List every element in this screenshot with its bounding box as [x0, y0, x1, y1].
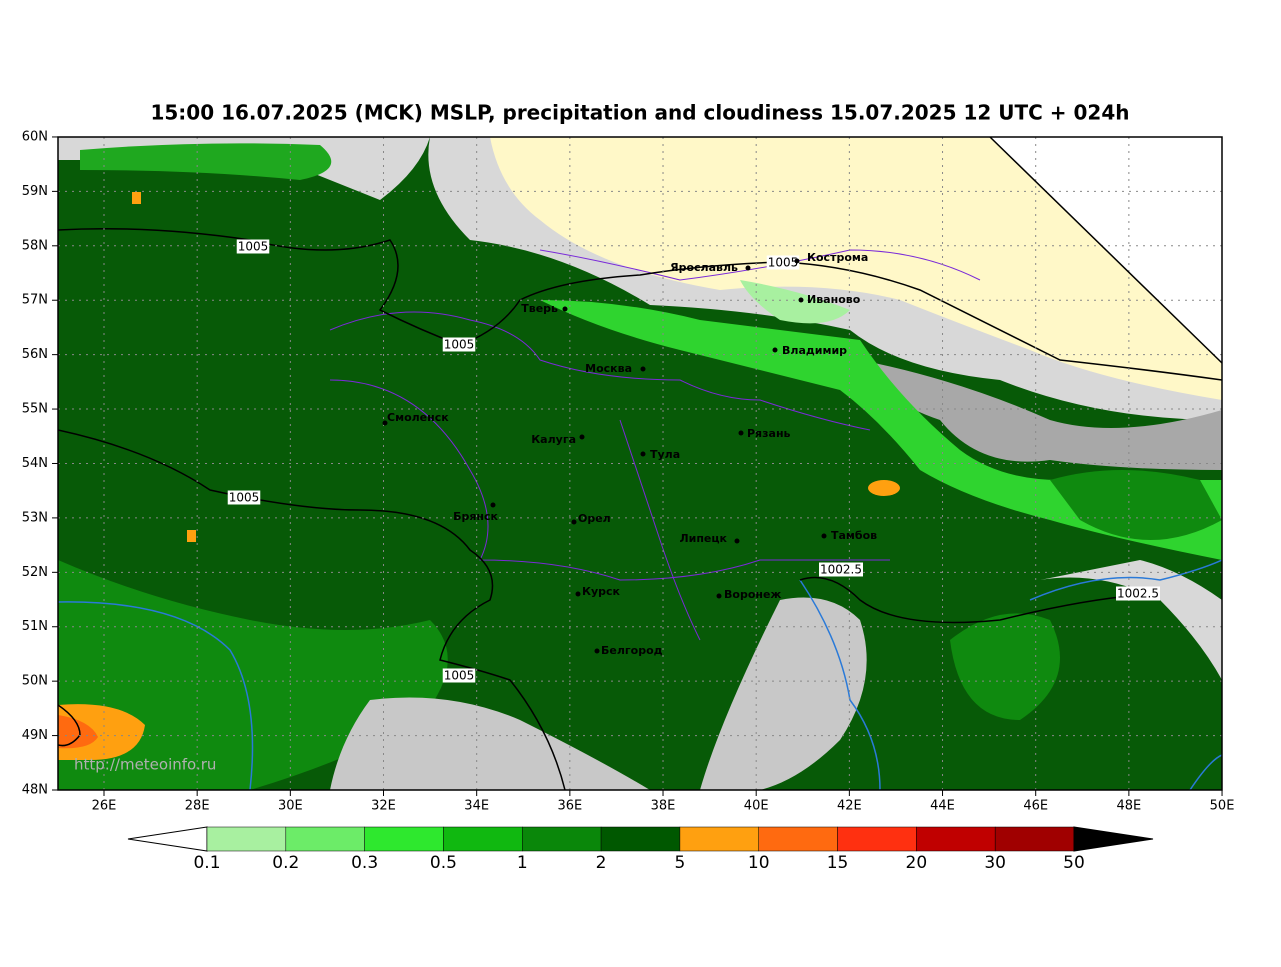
city-label: Москва: [585, 362, 632, 375]
lon-label: 42E: [837, 799, 862, 814]
isobar-label: 1005: [444, 669, 475, 683]
city-label: Владимир: [782, 344, 847, 357]
colorbar-swatch: [838, 827, 917, 851]
watermark: http://meteoinfo.ru: [74, 756, 216, 774]
lon-label: 38E: [651, 799, 676, 814]
city-label: Калуга: [531, 433, 576, 446]
lon-label: 44E: [930, 799, 955, 814]
cloud-label: 100: [1266, 223, 1281, 254]
city-dot: [795, 259, 800, 264]
city-dot: [799, 298, 804, 303]
colorbar-swatch: [365, 827, 444, 851]
colorbar-swatch: [207, 827, 286, 851]
lon-label: 36E: [557, 799, 582, 814]
colorbar-label: 0.1: [193, 853, 220, 873]
colorbar-label: 1: [517, 853, 528, 873]
lat-label: 48N: [22, 783, 48, 798]
city-dot: [822, 534, 827, 539]
city-dot: [572, 520, 577, 525]
colorbar-label: 0.3: [351, 853, 378, 873]
city-label: Орел: [578, 512, 611, 525]
city-label: Липецк: [679, 532, 727, 545]
isobar-label: 1005: [229, 491, 260, 505]
city-label: Ярославль: [670, 261, 738, 274]
city-label: Кострома: [807, 251, 868, 264]
colorbar-label: 50: [1063, 853, 1085, 873]
cloud-swatch: [1233, 157, 1279, 228]
city-dot: [580, 435, 585, 440]
city-label: Рязань: [747, 427, 791, 440]
city-label: Тамбов: [831, 529, 877, 542]
lat-label: 49N: [22, 728, 48, 743]
colorbar-swatch: [522, 827, 601, 851]
lat-label: 57N: [22, 293, 48, 308]
colorbar-label: 2: [596, 853, 607, 873]
lon-label: 28E: [185, 799, 210, 814]
city-label: Тверь: [521, 302, 558, 315]
lat-label: 51N: [22, 619, 48, 634]
lat-label: 54N: [22, 456, 48, 471]
colorbar-swatch: [759, 827, 838, 851]
city-dot: [735, 539, 740, 544]
lon-label: 40E: [744, 799, 769, 814]
city-label: Иваново: [807, 293, 861, 306]
lat-label: 52N: [22, 565, 48, 580]
lat-label: 59N: [22, 184, 48, 199]
colorbar-swatch: [995, 827, 1074, 851]
lon-label: 32E: [371, 799, 396, 814]
lat-label: 58N: [22, 238, 48, 253]
lat-label: 55N: [22, 402, 48, 417]
colorbar-label: 30: [984, 853, 1006, 873]
city-dot: [595, 649, 600, 654]
lon-label: 50E: [1210, 799, 1235, 814]
city-dot: [746, 266, 751, 271]
colorbar-label: 0.2: [272, 853, 299, 873]
cloud-swatch: [1254, 150, 1281, 222]
lat-label: 60N: [22, 129, 48, 144]
isobar-label: 1005: [238, 240, 269, 254]
title: 15:00 16.07.2025 (MCK) MSLP, precipitati…: [150, 101, 1129, 125]
colorbar-swatch: [286, 827, 365, 851]
isobar-label: 1005: [444, 338, 475, 352]
colorbar-swatch: [601, 827, 680, 851]
city-dot: [491, 503, 496, 508]
city-label: Тула: [650, 448, 680, 461]
lat-label: 56N: [22, 347, 48, 362]
colorbar-swatch: [916, 827, 995, 851]
city-label: Воронеж: [724, 588, 781, 601]
colorbar-label: 5: [674, 853, 685, 873]
isobar-label: 1002.5: [820, 563, 862, 577]
lon-label: 48E: [1116, 799, 1141, 814]
city-label: Брянск: [453, 510, 498, 523]
colorbar-label: 15: [827, 853, 849, 873]
colorbar-swatch: [443, 827, 522, 851]
lat-label: 53N: [22, 510, 48, 525]
lon-label: 26E: [92, 799, 117, 814]
colorbar-label: 10: [748, 853, 770, 873]
city-label: Белгород: [601, 644, 663, 657]
city-dot: [576, 592, 581, 597]
map: 1005 1005 1005 1005 1005 1002.5 1002.5 Ярослав…: [58, 137, 1281, 790]
city-label: Курск: [582, 585, 621, 598]
lat-label: 50N: [22, 674, 48, 689]
city-dot: [641, 367, 646, 372]
isobar-label: 1005: [768, 256, 799, 270]
colorbar-label: 0.5: [430, 853, 457, 873]
city-label: Смоленск: [387, 411, 449, 424]
colorbar-label: 20: [906, 853, 928, 873]
isobar-label: 1002.5: [1117, 587, 1159, 601]
colorbar-under: [128, 827, 207, 851]
city-dot: [563, 307, 568, 312]
colorbar-over: [1074, 827, 1153, 851]
lon-label: 46E: [1023, 799, 1048, 814]
city-dot: [641, 452, 646, 457]
cloud-swatch: [1277, 146, 1281, 218]
city-dot: [773, 348, 778, 353]
lon-label: 34E: [464, 799, 489, 814]
colorbar-swatch: [680, 827, 759, 851]
city-dot: [717, 594, 722, 599]
lon-label: 30E: [278, 799, 303, 814]
city-dot: [739, 431, 744, 436]
